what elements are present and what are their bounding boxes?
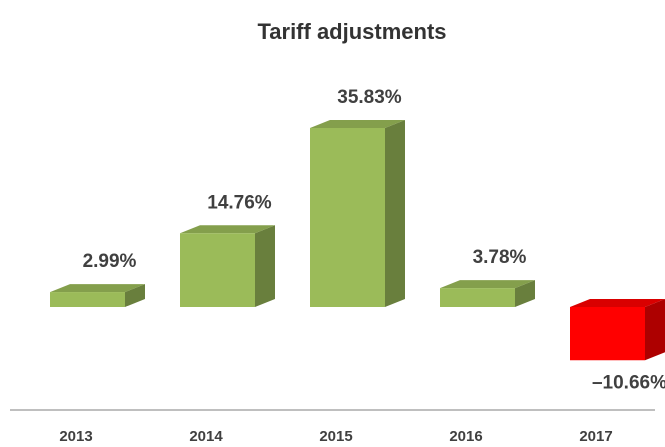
bar [180, 233, 255, 307]
bar [50, 292, 125, 307]
bar-top [50, 284, 145, 293]
bar-side [385, 120, 405, 307]
x-tick-label: 2014 [189, 428, 223, 445]
bar-top [570, 299, 665, 307]
bar-side [255, 225, 275, 307]
bar-top [310, 120, 405, 128]
x-tick-label: 2016 [449, 428, 482, 445]
data-label: 35.83% [337, 87, 402, 108]
bar [570, 307, 645, 361]
bar-top [180, 225, 275, 234]
data-label: 3.78% [473, 247, 527, 268]
x-tick-label: 2017 [579, 428, 612, 445]
data-label: 14.76% [207, 192, 272, 213]
bar-top [440, 280, 535, 289]
data-label: –10.66% [592, 372, 665, 393]
bar-side [515, 280, 535, 307]
data-label: 2.99% [83, 251, 137, 272]
chart-title: Tariff adjustments [257, 19, 446, 44]
x-tick-label: 2013 [59, 428, 92, 445]
bar [310, 128, 385, 307]
bar-side [645, 299, 665, 361]
bar-side [125, 284, 145, 307]
bar [440, 288, 515, 307]
x-tick-label: 2015 [319, 428, 352, 445]
